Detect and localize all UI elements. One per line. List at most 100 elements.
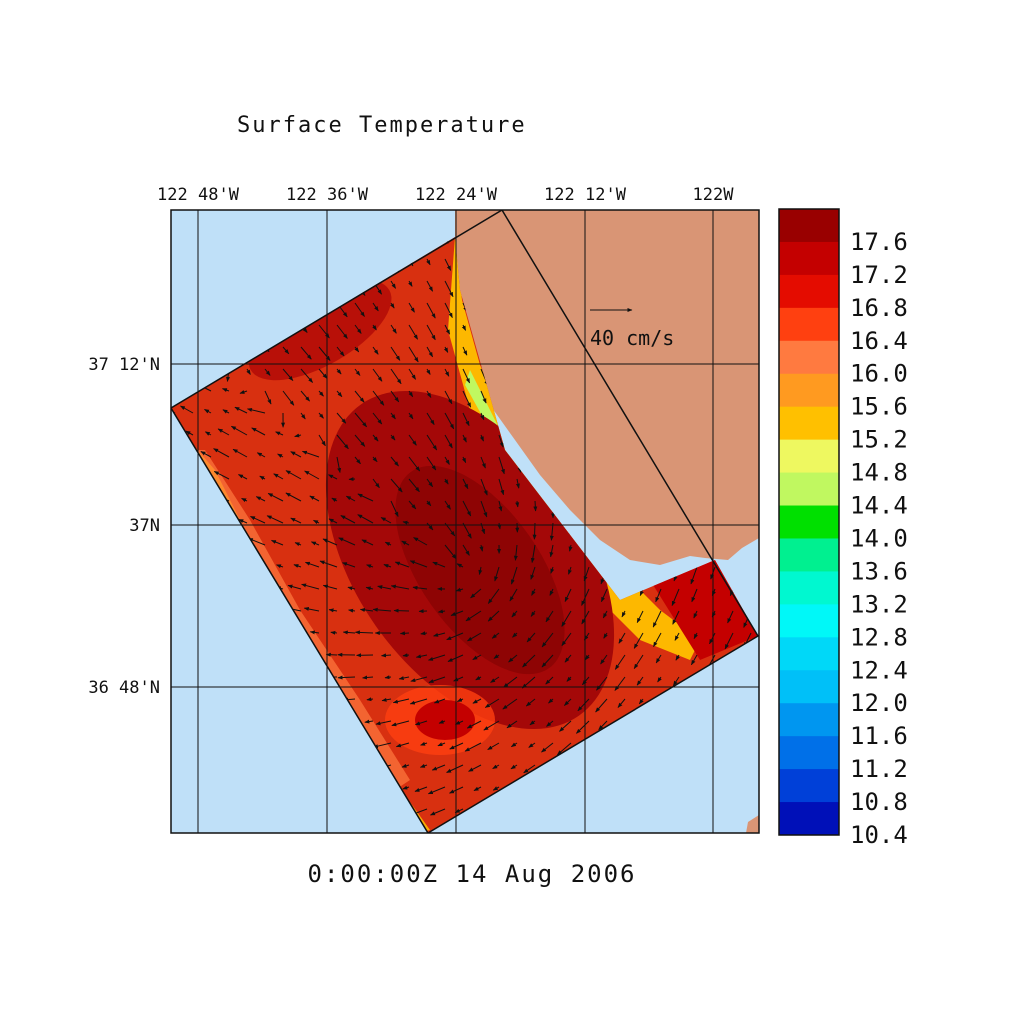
current-vector — [357, 514, 374, 524]
current-vector — [304, 470, 320, 480]
current-vector — [322, 538, 338, 546]
current-vector — [328, 608, 338, 613]
current-vector — [653, 632, 662, 648]
current-vector — [462, 390, 472, 408]
current-vector — [301, 450, 320, 458]
current-vector — [361, 539, 374, 546]
current-vector — [318, 434, 326, 447]
current-vector — [318, 390, 324, 397]
current-vector — [426, 522, 434, 531]
current-vector — [621, 610, 626, 618]
current-vector — [462, 368, 471, 384]
current-vector — [462, 434, 467, 443]
current-vector — [390, 324, 397, 334]
current-vector — [276, 564, 284, 569]
current-vector — [336, 434, 349, 450]
current-vector — [336, 456, 342, 473]
current-vector — [655, 654, 662, 664]
current-vector — [318, 324, 330, 339]
current-vector — [727, 610, 734, 624]
current-vector — [300, 390, 310, 402]
warm-patch-north — [248, 279, 392, 381]
map-panel — [171, 210, 759, 833]
current-vector — [380, 517, 392, 524]
current-vector — [420, 631, 428, 636]
current-vector — [413, 537, 428, 546]
current-vector — [377, 585, 392, 590]
current-vector — [401, 763, 410, 768]
current-vector — [384, 675, 392, 680]
current-vector — [525, 698, 536, 707]
current-vector — [408, 412, 414, 420]
current-vector — [510, 566, 518, 585]
current-vector — [354, 390, 365, 403]
current-vector — [328, 474, 338, 480]
current-vector — [414, 786, 428, 792]
current-vector — [426, 478, 434, 488]
colorbar-label: 11.2 — [850, 755, 908, 783]
current-vector — [372, 368, 383, 382]
current-vector — [510, 764, 518, 770]
current-vector — [709, 632, 716, 645]
current-vector — [390, 456, 399, 467]
graticule — [171, 210, 759, 833]
current-vector — [600, 588, 608, 603]
current-vector — [372, 607, 392, 612]
current-vector — [443, 346, 449, 353]
current-vector — [509, 588, 518, 602]
current-vector — [492, 764, 500, 770]
current-vector — [444, 280, 454, 298]
current-vector — [532, 522, 537, 540]
map-frame — [170, 209, 760, 834]
current-vector — [480, 478, 488, 496]
current-vector — [239, 390, 248, 394]
current-vector — [285, 492, 302, 502]
current-vector — [419, 763, 428, 768]
colorbar-label: 10.8 — [850, 788, 908, 816]
plot-title: Surface Temperature — [237, 113, 527, 138]
current-vector — [433, 698, 446, 704]
current-vector — [614, 676, 626, 691]
current-vector — [408, 434, 417, 446]
current-vector — [484, 698, 500, 708]
current-vector — [461, 456, 467, 464]
current-vector — [529, 720, 536, 726]
current-vector — [446, 632, 464, 641]
current-vector — [564, 588, 572, 602]
current-vector — [602, 610, 608, 619]
current-vector — [310, 541, 320, 546]
colorbar-swatch — [779, 274, 839, 309]
current-vector — [426, 390, 432, 398]
current-vector — [444, 544, 457, 560]
current-vector — [584, 654, 590, 661]
current-vector — [372, 390, 385, 406]
current-vector — [309, 495, 320, 502]
current-vector — [724, 632, 734, 650]
current-vector — [464, 742, 482, 752]
current-vector — [328, 518, 338, 524]
current-vector — [390, 500, 399, 517]
current-vector — [232, 448, 248, 458]
current-vector — [693, 632, 698, 640]
current-vector — [461, 324, 467, 331]
current-vector — [282, 346, 290, 355]
colorbar-swatch — [779, 604, 839, 638]
colorbar-label: 16.8 — [850, 294, 908, 322]
lat-label: 37N — [129, 516, 160, 536]
current-vector — [293, 564, 302, 568]
current-vector — [375, 720, 392, 726]
current-vector — [347, 586, 356, 591]
current-vector — [454, 720, 464, 725]
current-vector — [336, 346, 345, 357]
colorbar-swatch — [779, 637, 839, 671]
current-vector — [300, 412, 306, 420]
current-vector — [200, 451, 212, 458]
current-vector — [603, 632, 608, 639]
current-vector — [444, 412, 455, 430]
current-vector — [494, 566, 500, 582]
current-vector — [479, 434, 484, 442]
colorbar-swatch — [779, 472, 839, 507]
current-vector — [408, 280, 413, 287]
current-vector — [395, 742, 410, 748]
